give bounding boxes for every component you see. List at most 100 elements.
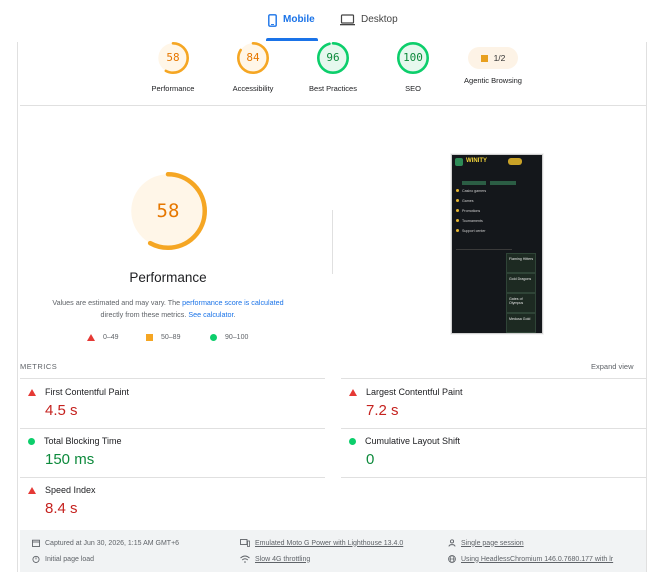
divider <box>20 378 325 379</box>
performance-title: Performance <box>129 270 207 285</box>
score-label: Performance <box>151 84 195 93</box>
triangle-icon <box>349 388 357 396</box>
divider <box>20 105 646 106</box>
thumbnail-menu-item: Games <box>456 199 474 203</box>
legend-range: 90–100 <box>225 334 249 341</box>
thumbnail-menu-item: Support center <box>456 229 486 233</box>
triangle-icon <box>87 334 95 341</box>
metric-first-contentful-paint: First Contentful Paint 4.5 s <box>28 387 318 419</box>
score-label: Best Practices <box>309 84 357 93</box>
vertical-divider <box>332 210 333 274</box>
metric-value: 7.2 s <box>366 402 399 419</box>
score-note: Values are estimated and may vary. The p… <box>30 297 306 321</box>
thumbnail-brand: WINITY <box>466 158 487 164</box>
mobile-icon <box>268 14 277 27</box>
device-tabs: Mobile Desktop <box>0 0 662 42</box>
expand-view-toggle[interactable]: Expand view <box>591 362 634 371</box>
divider <box>20 428 325 429</box>
gauge-arc <box>237 42 269 74</box>
divider <box>341 428 646 429</box>
gauge-background <box>158 43 188 73</box>
note-text: . <box>233 310 236 319</box>
score-accessibility[interactable]: 84 Accessibility <box>213 41 293 93</box>
gauge-arc <box>317 42 349 74</box>
thumbnail-badge <box>508 158 522 165</box>
score-label: Agentic Browsing <box>464 76 522 85</box>
performance-score: 58 <box>156 200 180 222</box>
score-label: Accessibility <box>232 84 274 93</box>
user-icon <box>448 539 456 547</box>
triangle-icon <box>28 486 36 494</box>
thumbnail-card: Gold Dragons <box>506 273 536 293</box>
metric-cumulative-layout-shift: Cumulative Layout Shift 0 <box>349 436 639 468</box>
network-icon <box>240 555 250 563</box>
active-tab-indicator <box>266 38 318 41</box>
score-label: SEO <box>405 84 421 93</box>
logo-icon <box>455 158 463 166</box>
metric-largest-contentful-paint: Largest Contentful Paint 7.2 s <box>349 387 639 419</box>
thumbnail-menu-item: Tournaments <box>456 219 483 223</box>
divider <box>20 477 325 478</box>
score-performance[interactable]: 58 Performance <box>133 41 213 93</box>
thumbnail-card: Gates of Olympus <box>506 293 536 313</box>
performance-gauge: 58 <box>128 171 208 251</box>
circle-icon <box>349 437 356 445</box>
score-gauge: 84 <box>236 41 270 75</box>
gauge-arc <box>129 172 207 250</box>
page-load-type: Initial page load <box>32 555 94 563</box>
metric-value: 150 ms <box>45 451 95 468</box>
legend-range: 50–89 <box>161 334 181 341</box>
divider <box>341 477 646 478</box>
thumbnail-button <box>490 181 516 185</box>
circle-icon <box>28 437 35 445</box>
square-icon <box>146 334 153 341</box>
score-calculated-link[interactable]: performance score is calculated <box>182 298 284 307</box>
metric-name: Total Blocking Time <box>44 436 122 446</box>
calendar-icon <box>32 539 40 547</box>
gauge-background <box>398 43 428 73</box>
score-seo[interactable]: 100 SEO <box>373 41 453 93</box>
gauge-arc <box>157 42 189 74</box>
thumbnail-menu-item: Promotions <box>456 209 480 213</box>
globe-icon <box>448 555 456 563</box>
thumbnail-card: Medusa Gold <box>506 313 536 333</box>
agentic-badge-value: 1/2 <box>493 53 506 63</box>
score-gauge: 100 <box>396 41 430 75</box>
timer-icon <box>32 555 40 563</box>
calculator-link[interactable]: See calculator <box>188 310 234 319</box>
browser-version[interactable]: Using HeadlessChromium 146.0.7680.177 wi… <box>448 555 613 563</box>
card-border-left <box>17 42 18 572</box>
metric-value: 0 <box>366 451 375 468</box>
captured-at: Captured at Jun 30, 2026, 1:15 AM GMT+6 <box>32 539 179 547</box>
tab-mobile-label: Mobile <box>283 14 315 25</box>
card-border-right <box>646 42 647 572</box>
gauge-background <box>238 43 268 73</box>
score-agentic-browsing[interactable]: 1/2 Agentic Browsing <box>453 41 533 85</box>
metric-value: 4.5 s <box>45 402 78 419</box>
network-throttling[interactable]: Slow 4G throttling <box>240 555 310 563</box>
score-best-practices[interactable]: 96 Best Practices <box>293 41 373 93</box>
legend-average: 50–89 <box>146 334 180 341</box>
metric-name: Largest Contentful Paint <box>366 387 463 397</box>
score-value: 84 <box>246 51 260 64</box>
tab-desktop[interactable]: Desktop <box>340 14 402 42</box>
score-gauge: 58 <box>156 41 190 75</box>
emulated-device[interactable]: Emulated Moto G Power with Lighthouse 13… <box>240 539 403 547</box>
thumbnail-menu-item: Casino gamers <box>456 189 486 193</box>
thumbnail-button <box>462 181 486 185</box>
agentic-badge: 1/2 <box>468 47 518 69</box>
thumbnail-card: Flaming Hitters <box>506 253 536 273</box>
square-icon <box>480 54 488 62</box>
circle-icon <box>210 334 217 341</box>
metric-speed-index: Speed Index 8.4 s <box>28 485 318 517</box>
tab-mobile[interactable]: Mobile <box>268 14 318 42</box>
legend-pass: 90–100 <box>210 334 248 341</box>
note-text: Values are estimated and may vary. The <box>52 298 183 307</box>
metric-total-blocking-time: Total Blocking Time 150 ms <box>28 436 318 468</box>
divider <box>341 378 646 379</box>
metric-name: Speed Index <box>45 485 96 495</box>
session-type[interactable]: Single page session <box>448 539 524 547</box>
score-value: 96 <box>326 51 340 64</box>
runtime-settings: Captured at Jun 30, 2026, 1:15 AM GMT+6 … <box>20 530 646 572</box>
score-gauge: 96 <box>316 41 350 75</box>
